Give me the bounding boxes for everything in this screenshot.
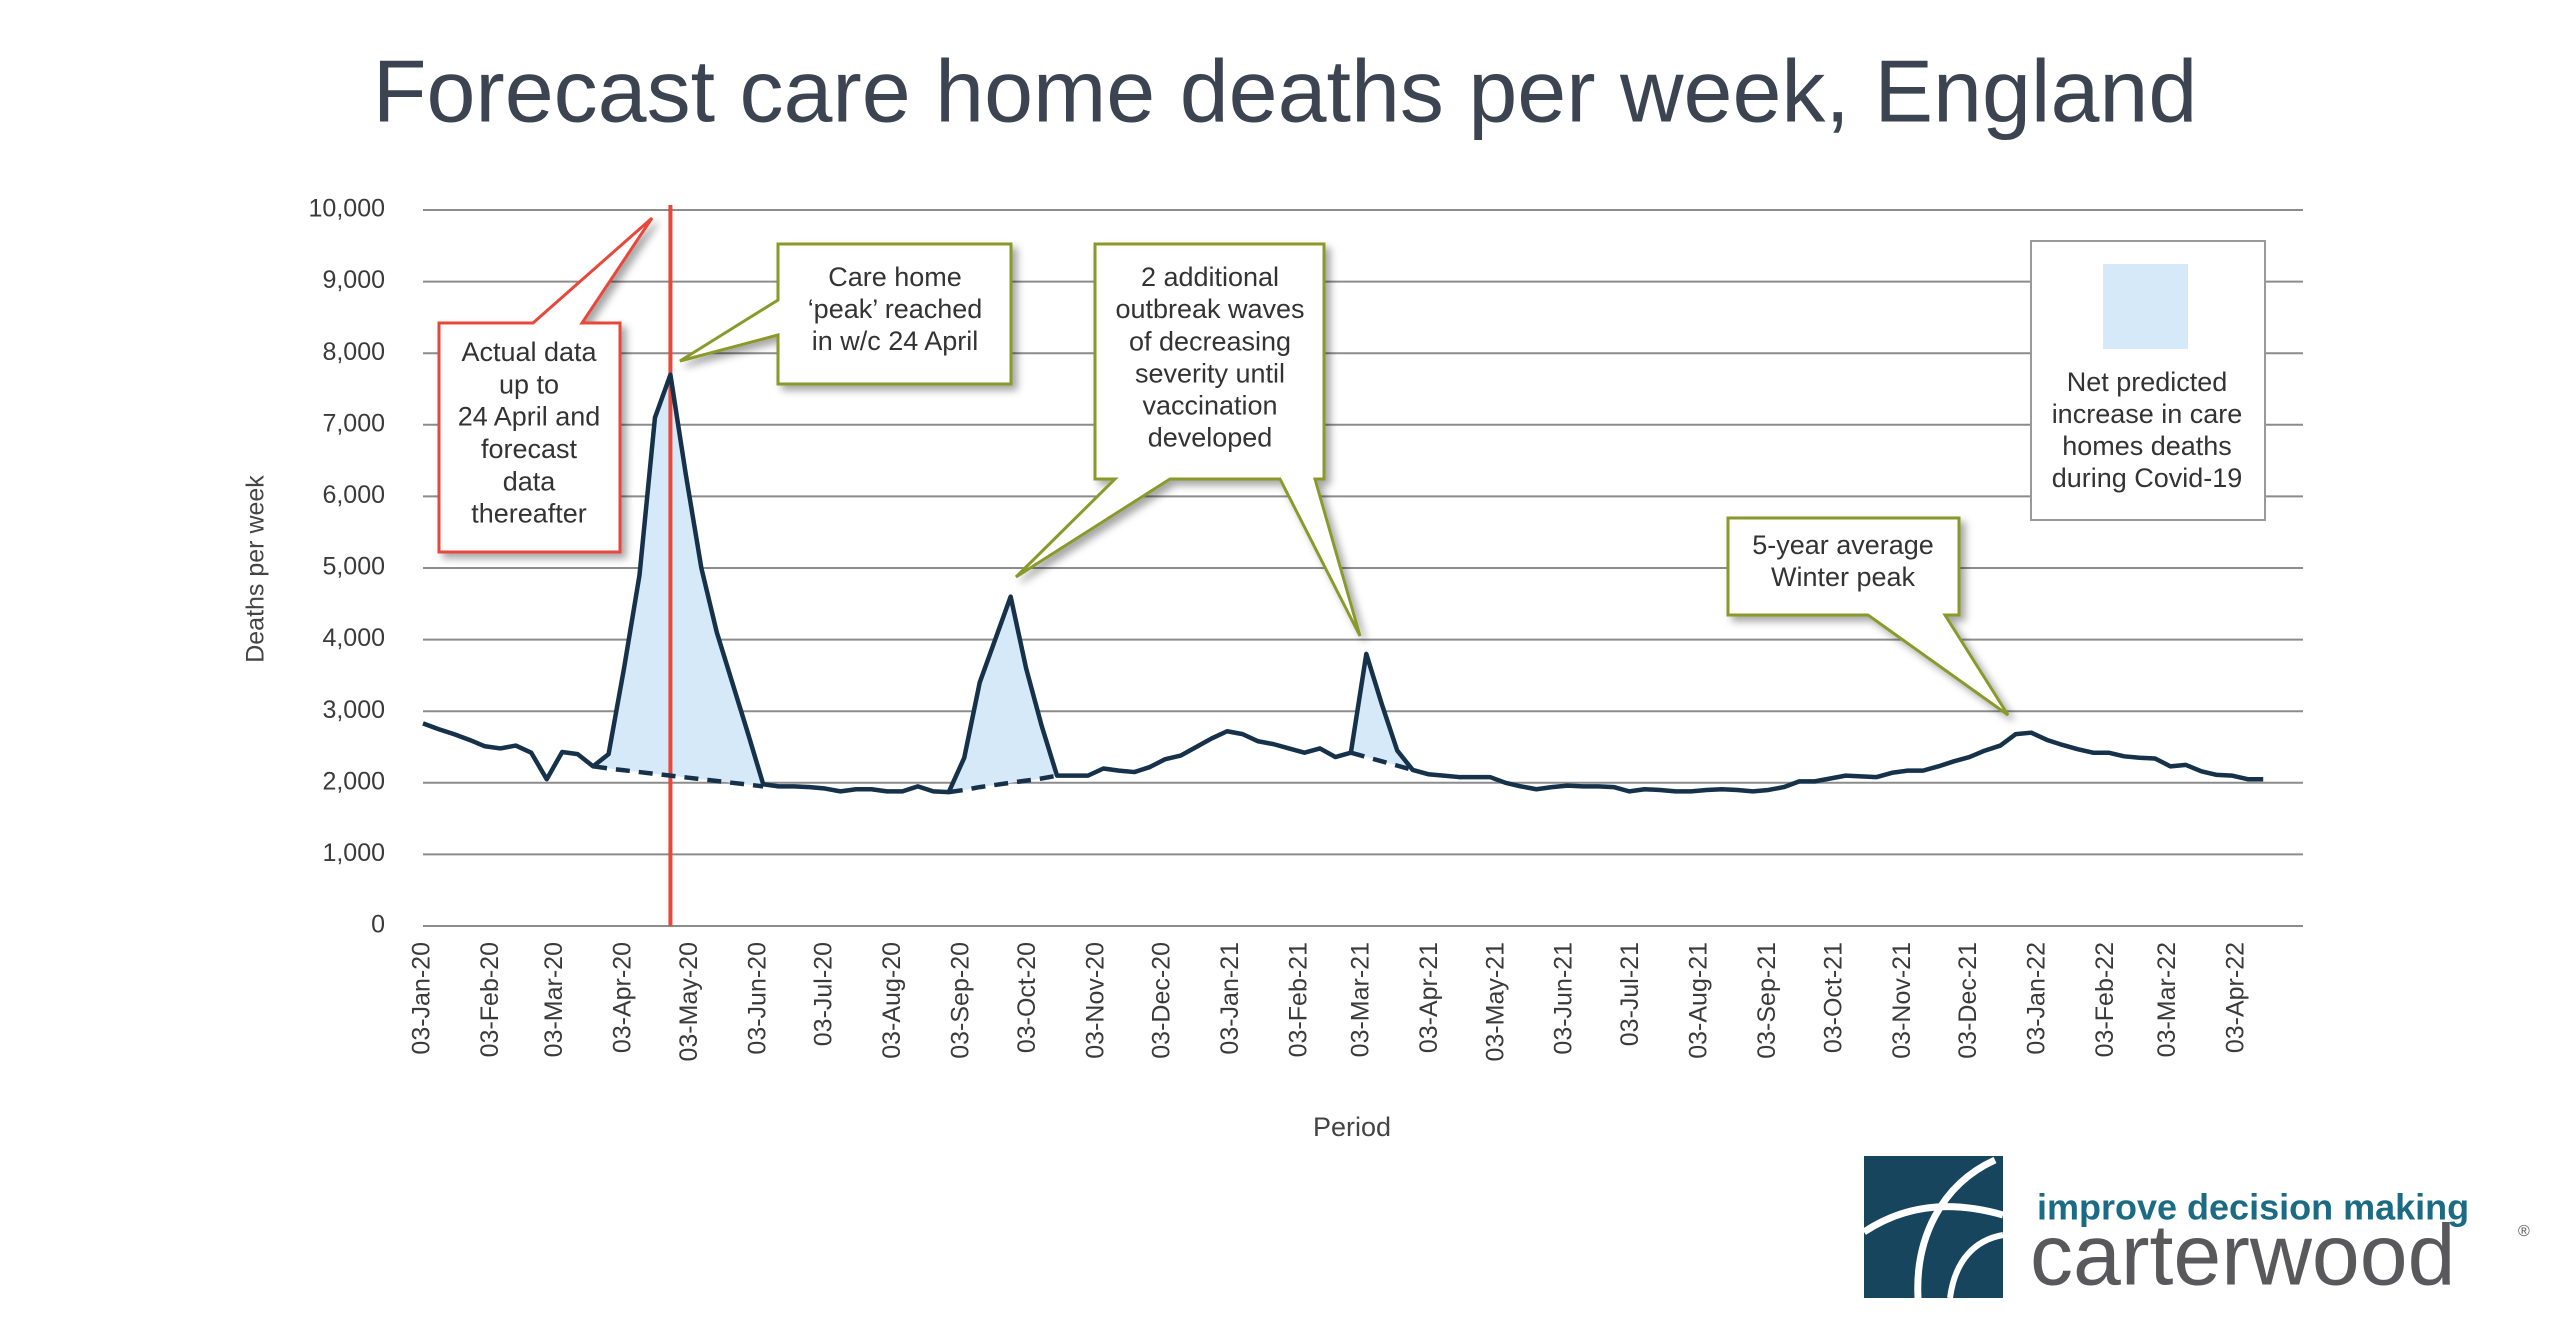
- x-tick-label: 03-Sep-21: [1753, 942, 1781, 1059]
- y-tick-label: 4,000: [322, 624, 385, 652]
- legend-text: homes deaths: [2062, 431, 2232, 461]
- chart-title: Forecast care home deaths per week, Engl…: [373, 41, 2198, 140]
- x-tick-label: 03-Aug-21: [1685, 942, 1713, 1059]
- annotation-text: thereafter: [471, 499, 587, 529]
- legend-swatch: [2103, 264, 2188, 349]
- annotation-text: 5-year average: [1752, 530, 1934, 560]
- x-tick-label: 03-Feb-22: [2091, 942, 2119, 1057]
- logo-registered: ®: [2518, 1223, 2530, 1240]
- x-tick-label: 03-Nov-20: [1081, 942, 1109, 1059]
- y-tick-label: 1,000: [322, 839, 385, 867]
- x-tick-label: 03-Jan-21: [1216, 942, 1244, 1055]
- x-tick-label: 03-Dec-20: [1148, 942, 1176, 1059]
- x-tick-label: 03-Feb-20: [476, 942, 504, 1057]
- logo-curve: [1914, 1156, 1997, 1299]
- callout-box: [437, 216, 654, 554]
- legend-text: Net predicted: [2067, 367, 2228, 397]
- logo: improve decision making carterwood ®: [1862, 1156, 2530, 1304]
- y-tick-label: 7,000: [322, 409, 385, 437]
- annotation-text: outbreak waves: [1115, 294, 1304, 324]
- annotation-text: in w/c 24 April: [812, 326, 979, 356]
- y-tick-label: 2,000: [322, 767, 385, 795]
- x-tick-label: 03-Jul-21: [1616, 942, 1644, 1046]
- callout-box: [679, 242, 1013, 386]
- series-line: [422, 372, 2264, 795]
- annotation-text: 2 additional: [1141, 262, 1279, 292]
- annotation-text: severity until: [1135, 358, 1285, 388]
- y-tick-label: 0: [371, 911, 385, 939]
- x-tick-label: 03-May-21: [1481, 942, 1509, 1062]
- x-tick-label: 03-Feb-21: [1285, 942, 1313, 1057]
- y-tick-label: 5,000: [322, 553, 385, 581]
- baseline-line: [592, 750, 1414, 795]
- net-increase-area: [1350, 653, 1413, 770]
- annotation-text: forecast: [481, 434, 578, 464]
- legend-text: increase in care: [2052, 399, 2243, 429]
- x-tick-label: 03-Mar-21: [1347, 942, 1375, 1057]
- x-tick-label: 03-Nov-21: [1888, 942, 1916, 1059]
- x-tick-label: 03-Aug-20: [878, 942, 906, 1059]
- x-tick-label: 03-Dec-21: [1954, 942, 1982, 1059]
- x-tick-label: 03-Mar-22: [2153, 942, 2181, 1057]
- callout-box: [1726, 516, 2010, 717]
- annotation-text: Winter peak: [1771, 562, 1916, 592]
- annotation-text: ‘peak’ reached: [808, 294, 983, 324]
- x-tick-label: 03-Jan-20: [408, 942, 436, 1055]
- x-tick-label: 03-Oct-20: [1013, 942, 1041, 1053]
- y-tick-label: 6,000: [322, 481, 385, 509]
- x-axis-title: Period: [1313, 1112, 1391, 1142]
- x-tick-label: 03-Oct-21: [1819, 942, 1847, 1053]
- annotation-text: 24 April and: [458, 402, 601, 432]
- annotation-text: of decreasing: [1129, 326, 1291, 356]
- logo-curve: [1862, 1203, 2004, 1235]
- annotation-text: Care home: [828, 262, 962, 292]
- x-tick-label: 03-Apr-22: [2221, 942, 2249, 1053]
- x-tick-label: 03-Jan-22: [2023, 942, 2051, 1055]
- plot-area: 0 1,000 2,000 3,000 4,000 5,000 6,000 7,000 8,00…: [309, 195, 2303, 1062]
- net-increase-area: [948, 596, 1058, 793]
- y-tick-label: 8,000: [322, 338, 385, 366]
- logo-name: carterwood: [2030, 1208, 2455, 1304]
- y-tick-label: 10,000: [309, 195, 385, 223]
- net-increase-area: [593, 374, 764, 787]
- y-tick-label: 3,000: [322, 696, 385, 724]
- logo-tagline: improve decision making: [2037, 1187, 2469, 1228]
- x-tick-label: 03-Jun-21: [1550, 942, 1578, 1055]
- x-tick-label: 03-Mar-20: [540, 942, 568, 1057]
- annotation-text: vaccination: [1142, 391, 1277, 421]
- x-tick-label: 03-May-20: [675, 942, 703, 1062]
- annotation-text: Actual data: [461, 337, 597, 367]
- legend-text: during Covid-19: [2052, 463, 2243, 493]
- x-tick-label: 03-Apr-21: [1415, 942, 1443, 1053]
- y-axis-title: Deaths per week: [242, 475, 270, 663]
- x-tick-label: 03-Sep-20: [947, 942, 975, 1059]
- annotation-text: up to: [499, 369, 559, 399]
- y-tick-label: 9,000: [322, 266, 385, 294]
- x-tick-label: 03-Jul-20: [810, 942, 838, 1046]
- callout-box: [1014, 242, 1362, 637]
- x-tick-label: 03-Apr-20: [609, 942, 637, 1053]
- annotation-text: developed: [1148, 423, 1273, 453]
- logo-curve: [1947, 1232, 2004, 1299]
- annotation-text: data: [503, 466, 557, 496]
- x-tick-label: 03-Jun-20: [743, 942, 771, 1055]
